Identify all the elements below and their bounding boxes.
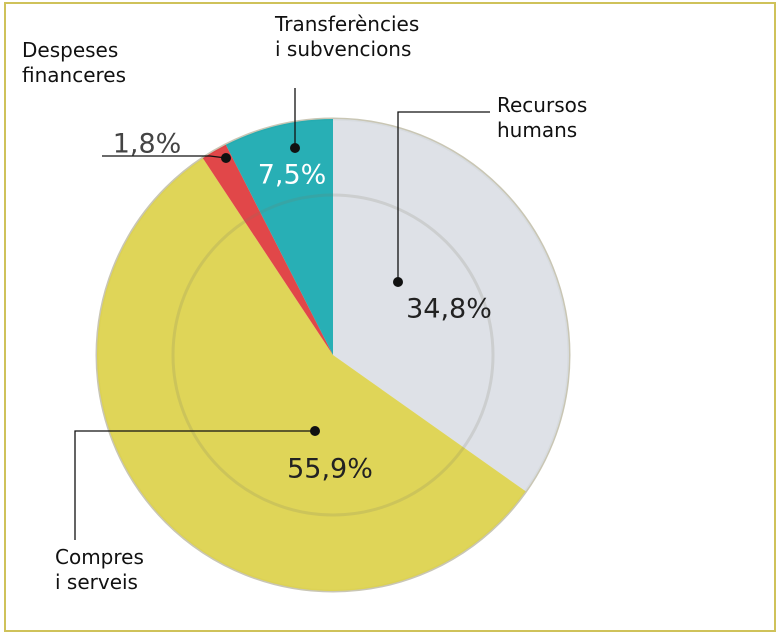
leader-line [74,430,315,540]
value-label: 34,8% [406,294,492,325]
category-label: Recursos humans [497,93,588,142]
pie-slice [225,119,333,355]
value-label: 1,8% [113,129,182,160]
frame [4,2,776,632]
leader-line [102,155,227,159]
value-label: 7,5% [258,160,327,191]
leader-lines [74,88,490,540]
leader-dot [310,426,320,436]
leader-line [397,111,490,282]
pie-slice [96,158,526,592]
leader-dot [290,143,300,153]
pie-slice [333,119,569,492]
pie-slice [202,144,333,355]
value-label: 55,9% [287,454,373,485]
leader-dot [393,277,403,287]
coin-inner-ring [171,193,495,517]
category-label: Compres i serveis [55,545,144,594]
category-label: Transferències i subvencions [275,12,420,61]
leader-dots [221,143,403,436]
category-label: Despeses financeres [22,38,127,87]
leader-dot [221,153,231,163]
